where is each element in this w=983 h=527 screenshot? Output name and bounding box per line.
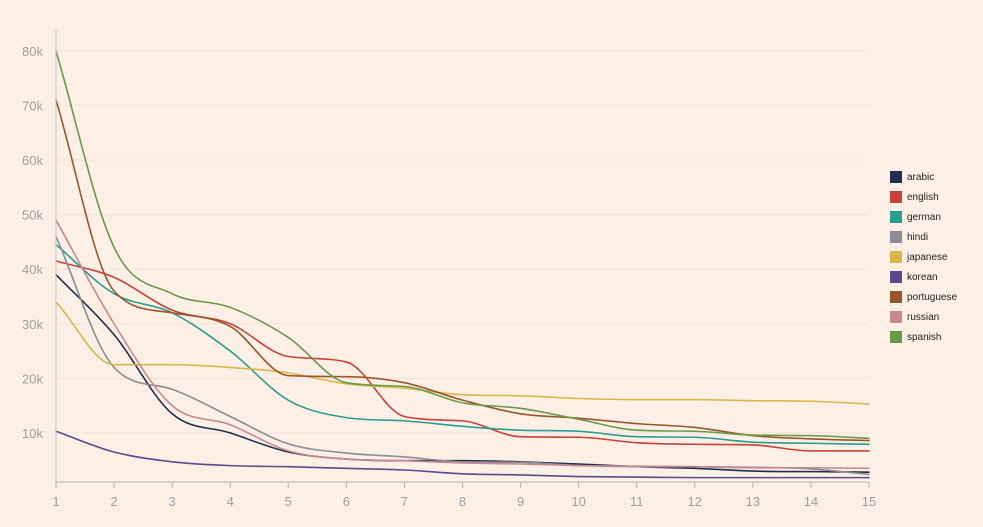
legend-item-english: english: [890, 191, 939, 203]
x-tick-label: 4: [227, 494, 234, 509]
x-tick-label: 2: [110, 494, 117, 509]
y-tick-label: 70k: [22, 98, 43, 113]
x-tick-label: 14: [804, 494, 818, 509]
x-tick-label: 3: [169, 494, 176, 509]
legend-swatch: [890, 311, 902, 323]
x-tick-label: 7: [401, 494, 408, 509]
legend-swatch: [890, 271, 902, 283]
legend-label: spanish: [907, 332, 941, 343]
y-tick-label: 50k: [22, 208, 43, 223]
y-tick-label: 40k: [22, 262, 43, 277]
legend-label: japanese: [906, 252, 948, 263]
legend-item-spanish: spanish: [890, 331, 941, 343]
legend-label: hindi: [907, 232, 928, 243]
legend-label: korean: [907, 272, 938, 283]
x-axis-tick-labels: 1 2 3 4 5 6 7 8 9 10 11 12 13 14 15: [52, 494, 876, 509]
x-tick-label: 8: [459, 494, 466, 509]
series-line-korean: [55, 430, 870, 479]
x-tick-label: 11: [630, 494, 644, 509]
series-line-japanese: [55, 301, 870, 405]
y-tick-label: 30k: [22, 317, 43, 332]
x-tick-label: 13: [746, 494, 760, 509]
legend-item-hindi: hindi: [890, 231, 928, 243]
legend-item-german: german: [890, 211, 941, 223]
series-line-german: [55, 243, 870, 446]
x-tick-label: 15: [862, 494, 876, 509]
legend: arabic english german hindi japanese korean po…: [890, 171, 957, 343]
x-tick-label: 1: [52, 494, 59, 509]
legend-swatch: [890, 191, 902, 203]
legend-swatch: [890, 251, 902, 263]
y-tick-label: 60k: [22, 153, 43, 168]
series-lines: [55, 50, 870, 479]
y-axis-tick-labels: 10k 20k 30k 40k 50k 60k 70k 80k: [22, 44, 43, 441]
legend-label: arabic: [907, 172, 934, 183]
legend-item-japanese: japanese: [890, 251, 948, 263]
legend-item-russian: russian: [890, 311, 939, 323]
axes: [55, 30, 870, 488]
grid: [56, 50, 869, 434]
series-line-english: [55, 260, 870, 452]
y-tick-label: 20k: [22, 371, 43, 386]
x-tick-label: 10: [571, 494, 585, 509]
legend-item-arabic: arabic: [890, 171, 934, 183]
series-line-hindi: [55, 235, 870, 476]
legend-label: english: [907, 192, 939, 203]
legend-swatch: [890, 331, 902, 343]
series-line-portuguese: [55, 99, 870, 442]
legend-swatch: [890, 291, 902, 303]
legend-swatch: [890, 171, 902, 183]
legend-item-korean: korean: [890, 271, 938, 283]
series-line-spanish: [55, 50, 870, 440]
legend-label: portuguese: [907, 292, 957, 303]
x-tick-label: 9: [517, 494, 524, 509]
y-tick-label: 10k: [22, 426, 43, 441]
x-tick-label: 6: [343, 494, 350, 509]
series-line-russian: [55, 219, 870, 470]
legend-label: russian: [907, 312, 939, 323]
legend-swatch: [890, 231, 902, 243]
x-tick-label: 12: [688, 494, 702, 509]
x-tick-label: 5: [285, 494, 292, 509]
legend-item-portuguese: portuguese: [890, 291, 957, 303]
legend-swatch: [890, 211, 902, 223]
legend-label: german: [907, 212, 941, 223]
y-tick-label: 80k: [22, 44, 43, 59]
